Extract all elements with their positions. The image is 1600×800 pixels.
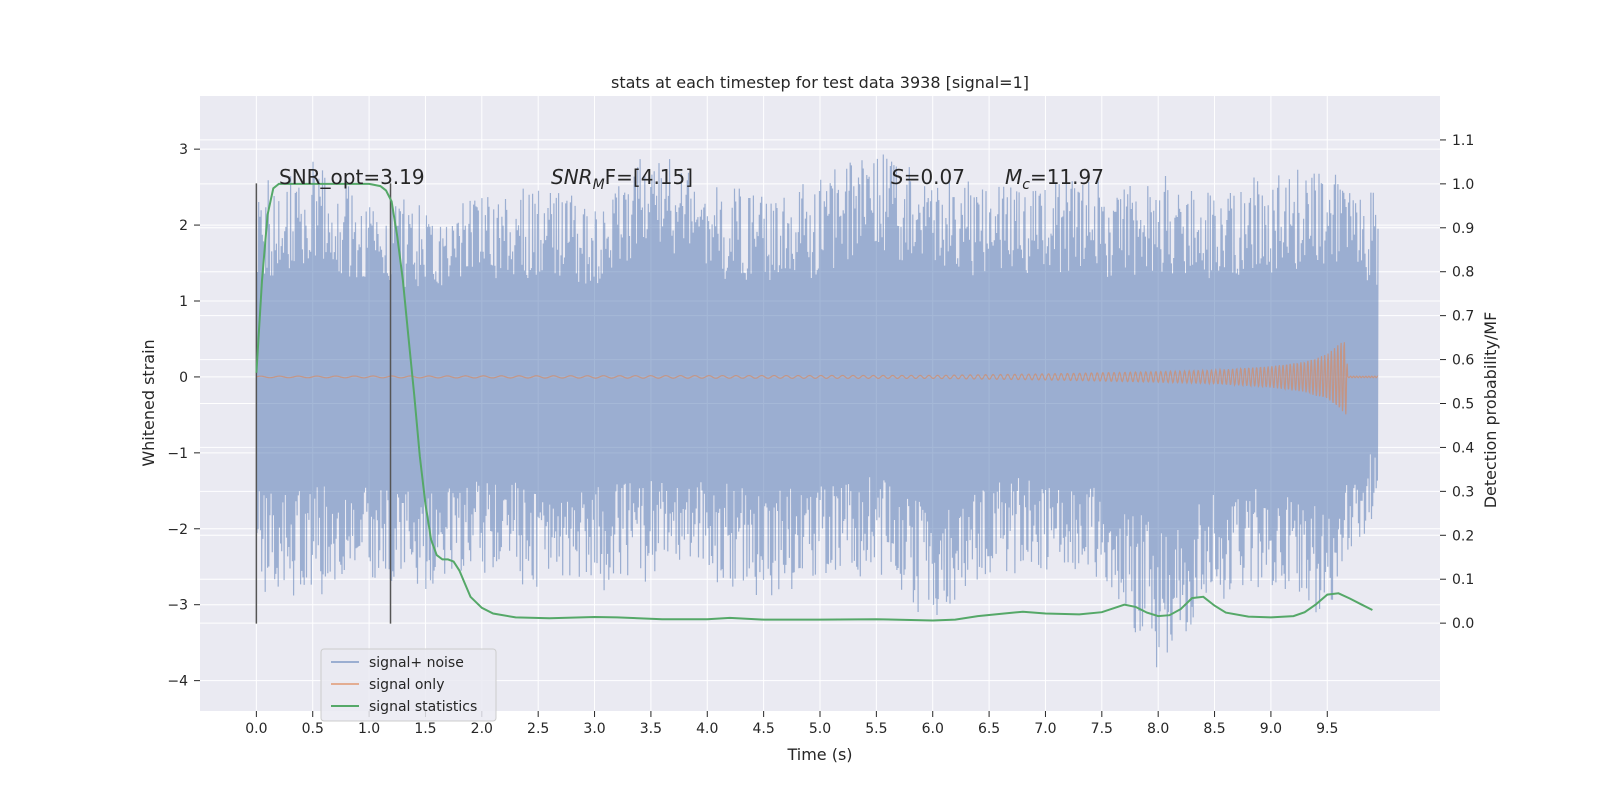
x-tick-label-6: 3.0: [583, 721, 605, 737]
annotation-snr-opt: SNR_opt=3.19: [279, 165, 425, 189]
y2-tick-label-6: 0.5: [1452, 397, 1474, 413]
x-tick-label-1: 0.5: [302, 721, 324, 737]
x-tick-label-13: 6.5: [978, 721, 1000, 737]
x-tick-label-3: 1.5: [414, 721, 436, 737]
y2-tick-label-7: 0.4: [1452, 440, 1474, 456]
legend-label-noise: signal+ noise: [369, 655, 464, 671]
legend-box: [320, 648, 497, 722]
annotation-mc-subscript: c: [1022, 177, 1030, 193]
y-axis-ticks: 3 2 1 0 −1 −2 −3 −4: [167, 142, 200, 690]
annotation-mc-symbol: M: [1005, 165, 1022, 189]
legend-label-signal: signal only: [369, 677, 444, 693]
y2-tick-label-2: 0.9: [1452, 221, 1474, 237]
y-tick-label-5: −2: [167, 522, 188, 538]
x-tick-label-5: 2.5: [527, 721, 549, 737]
x-tick-label-19: 9.5: [1316, 721, 1338, 737]
x-tick-label-15: 7.5: [1091, 721, 1113, 737]
y-tick-label-7: −4: [167, 674, 188, 690]
y-tick-label-1: 2: [179, 218, 188, 234]
y-tick-label-2: 1: [179, 294, 188, 310]
x-axis-ticks: 0.0 0.5 1.0 1.5 2.0 2.5 3.0 3.5 4.0 4.5 5.0 5.5 6.0 6…: [245, 711, 1338, 737]
x-tick-label-11: 5.5: [865, 721, 887, 737]
legend-label-statistics: signal statistics: [369, 699, 477, 715]
y2-tick-label-0: 1.1: [1452, 133, 1474, 149]
signal-noise-series: [255, 154, 1379, 668]
annotation-s: S=0.07: [891, 165, 965, 189]
x-tick-label-17: 8.5: [1203, 721, 1225, 737]
y2-tick-label-8: 0.3: [1452, 484, 1474, 500]
y-axis-title: Whitened strain: [139, 339, 158, 466]
x-axis-title: Time (s): [786, 745, 852, 764]
y-tick-label-6: −3: [167, 598, 188, 614]
y2-tick-label-1: 1.0: [1452, 177, 1474, 193]
y-tick-label-3: 0: [179, 370, 188, 386]
x-tick-label-16: 8.0: [1147, 721, 1169, 737]
x-tick-label-12: 6.0: [922, 721, 944, 737]
y2-tick-label-3: 0.8: [1452, 265, 1474, 281]
x-tick-label-8: 4.0: [696, 721, 718, 737]
y2-tick-label-11: 0.0: [1452, 616, 1474, 632]
y2-tick-label-4: 0.7: [1452, 309, 1474, 325]
vertical-markers: [255, 183, 392, 624]
annotation-mc: Mc=11.97: [1005, 165, 1104, 193]
y2-axis-title: Detection probability/MF: [1481, 312, 1500, 509]
y-tick-label-0: 3: [179, 142, 188, 158]
annotation-snr-mf: SNRMF=[4.15]: [551, 165, 693, 193]
annotation-snr-mf-symbol: SNR: [551, 165, 593, 189]
y2-tick-label-5: 0.6: [1452, 353, 1474, 369]
signal-statistics-line: [255, 182, 1373, 622]
signal-only-series: [256, 342, 1379, 415]
signal-only-line: [256, 342, 1379, 415]
y2-tick-label-9: 0.2: [1452, 528, 1474, 544]
signal-statistics-series: [255, 182, 1373, 622]
annotation-s-value: =0.07: [904, 165, 965, 189]
annotation-snr-mf-subscript: M: [593, 177, 605, 193]
signal-noise-line: [255, 154, 1379, 668]
x-tick-label-14: 7.0: [1034, 721, 1056, 737]
x-tick-label-18: 9.0: [1260, 721, 1282, 737]
annotation-s-symbol: S: [891, 165, 904, 189]
y2-tick-label-10: 0.1: [1452, 572, 1474, 588]
x-tick-label-7: 3.5: [640, 721, 662, 737]
y-tick-label-4: −1: [167, 446, 188, 462]
y2-axis-ticks: 1.1 1.0 0.9 0.8 0.7 0.6 0.5 0.4 0.3 0.2 0.1 0.0: [1440, 133, 1474, 632]
legend: signal+ noise signal only signal statist…: [320, 648, 497, 722]
x-tick-label-0: 0.0: [245, 721, 267, 737]
x-tick-label-4: 2.0: [471, 721, 493, 737]
annotation-mc-value: =11.97: [1030, 165, 1104, 189]
chart-title: stats at each timestep for test data 393…: [611, 73, 1029, 92]
x-tick-label-10: 5.0: [809, 721, 831, 737]
x-tick-label-2: 1.0: [358, 721, 380, 737]
annotation-snr-mf-value: F=[4.15]: [605, 165, 693, 189]
x-tick-label-9: 4.5: [753, 721, 775, 737]
